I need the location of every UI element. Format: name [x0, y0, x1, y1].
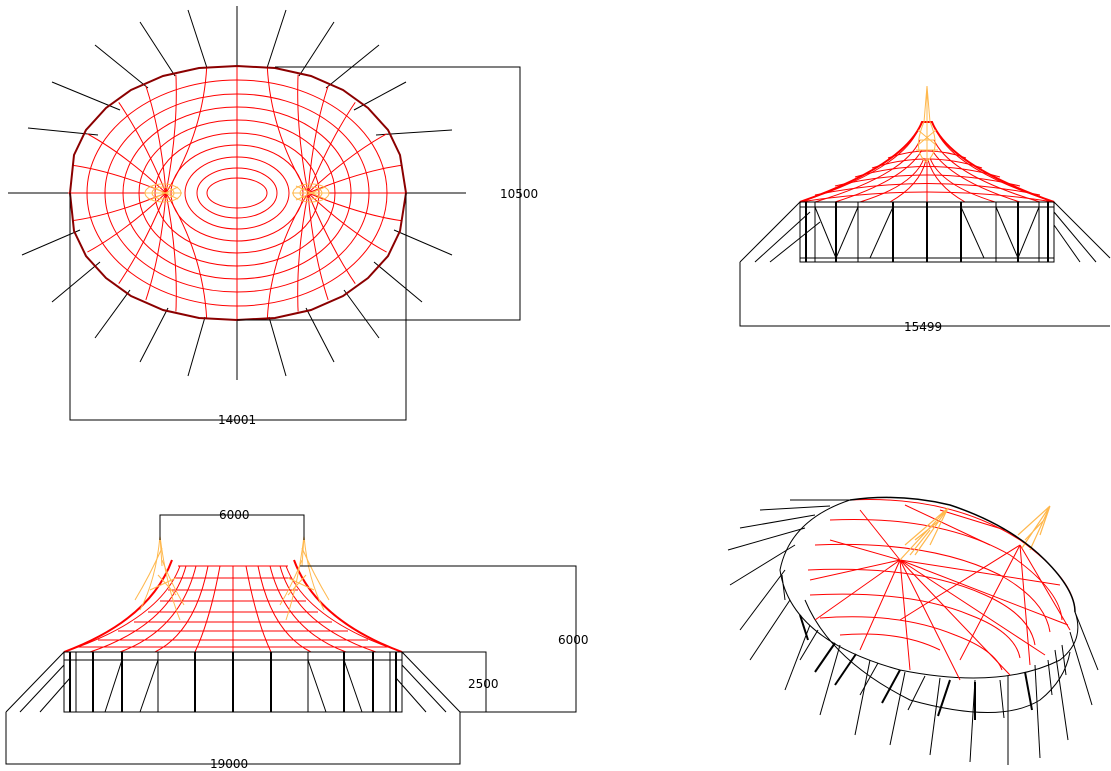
- front-height-dimension: 6000: [558, 633, 589, 647]
- side-dimension-line: [739, 262, 1110, 327]
- iso-guy-lines: [727, 499, 1099, 765]
- plan-membrane-mesh: [68, 66, 406, 320]
- front-dimension-lines: [5, 514, 577, 765]
- front-elevation-view: 6000 6000 2500 19000: [5, 508, 589, 771]
- isometric-view: [727, 496, 1099, 765]
- iso-wall-band: [779, 499, 1079, 720]
- front-width-dimension: 19000: [210, 757, 248, 771]
- front-masts: [134, 535, 330, 621]
- iso-top-rim: [849, 496, 1076, 613]
- front-wall-height-dimension: 2500: [468, 677, 499, 691]
- plan-width-dimension: 14001: [218, 413, 256, 427]
- iso-roof-mesh: [807, 499, 1076, 681]
- side-width-dimension: 15499: [904, 320, 942, 334]
- plan-depth-dimension: 10500: [500, 187, 538, 201]
- plan-view: 14001 10500: [8, 6, 538, 427]
- side-elevation-view: 15499: [739, 85, 1111, 334]
- plan-mast-heads: [144, 183, 330, 203]
- side-wall-frame: [739, 201, 1111, 263]
- front-wall-frame: [5, 651, 461, 713]
- iso-masts: [899, 505, 1051, 561]
- front-roof-mesh: [63, 565, 403, 653]
- side-mast: [916, 85, 938, 163]
- front-mast-spacing-dimension: 6000: [219, 508, 250, 522]
- plan-dimension-lines: [69, 66, 521, 421]
